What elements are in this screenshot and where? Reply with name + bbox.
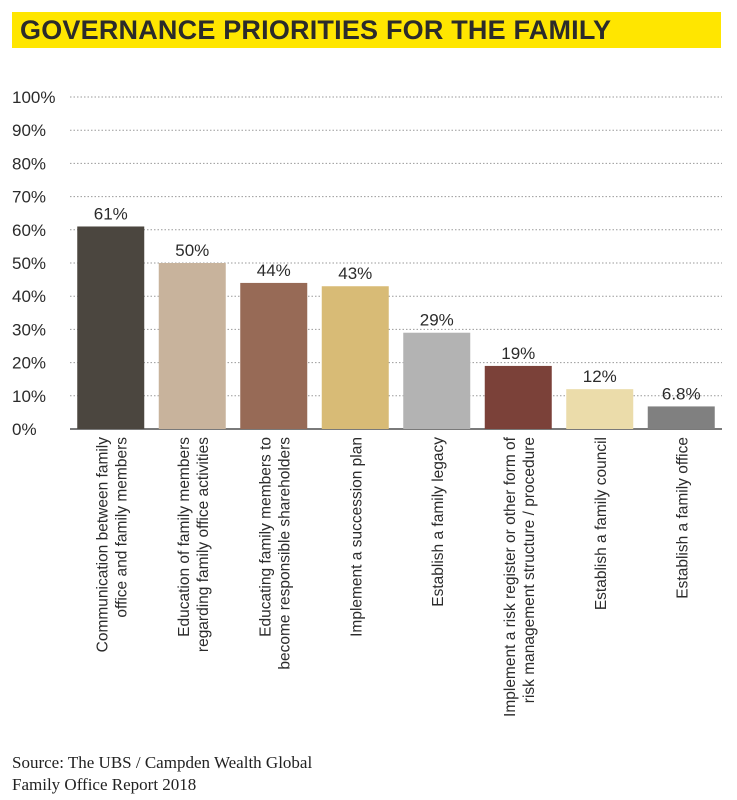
x-tick-label: Education of family members	[176, 437, 193, 637]
x-tick-label: Educating family members to	[257, 437, 274, 637]
x-axis-labels: Communication between family office and f…	[94, 436, 691, 717]
chart-title: GOVERNANCE PRIORITIES FOR THE FAMILY	[20, 15, 612, 45]
x-tick-label: risk management structure / procedure	[521, 437, 538, 703]
bar	[566, 389, 634, 429]
bar-chart: 0% 10% 20% 30% 40% 50% 60% 70% 80% 90% 100% 61% 50%…	[12, 88, 722, 717]
bar	[403, 332, 471, 429]
title-banner: GOVERNANCE PRIORITIES FOR THE FAMILY	[12, 12, 721, 48]
x-tick-label: Implement a risk register or other form …	[502, 436, 519, 717]
x-tick-label: Implement a succession plan	[348, 437, 365, 637]
x-tick-label: regarding family office activities	[195, 437, 212, 652]
y-tick-label: 20%	[12, 354, 46, 373]
y-tick-label: 30%	[12, 320, 46, 339]
bar	[240, 282, 308, 429]
data-label: 43%	[338, 264, 372, 283]
y-tick-label: 50%	[12, 254, 46, 273]
x-tick-label: become responsible shareholders	[276, 437, 293, 670]
bar	[321, 286, 389, 429]
y-tick-label: 100%	[12, 88, 55, 107]
y-tick-label: 40%	[12, 287, 46, 306]
y-tick-label: 10%	[12, 387, 46, 406]
x-tick-label: Establish a family office	[674, 437, 691, 599]
bar	[484, 365, 552, 429]
x-tick-label: Communication between family	[94, 437, 111, 653]
y-axis-ticks: 0% 10% 20% 30% 40% 50% 60% 70% 80% 90% 100%	[12, 88, 55, 439]
bar	[158, 263, 226, 429]
data-label: 44%	[257, 261, 291, 280]
x-tick-label: Establish a family council	[593, 437, 610, 610]
x-tick-label: Establish a family legacy	[430, 437, 447, 607]
data-label: 61%	[94, 204, 128, 223]
source-line-1: Source: The UBS / Campden Wealth Global	[12, 753, 313, 772]
source-note: Source: The UBS / Campden Wealth Global …	[12, 752, 312, 796]
source-line-2: Family Office Report 2018	[12, 775, 197, 794]
data-label: 12%	[583, 367, 617, 386]
bar	[647, 406, 715, 429]
y-tick-label: 70%	[12, 188, 46, 207]
x-tick-label: office and family members	[113, 437, 130, 618]
value-labels: 61% 50% 44% 43% 29% 19% 12% 6.8%	[94, 204, 701, 403]
data-label: 6.8%	[662, 384, 701, 403]
y-tick-label: 80%	[12, 154, 46, 173]
bar	[77, 226, 145, 429]
y-tick-label: 0%	[12, 420, 37, 439]
data-label: 29%	[420, 311, 454, 330]
y-tick-label: 90%	[12, 121, 46, 140]
data-label: 50%	[175, 241, 209, 260]
y-tick-label: 60%	[12, 221, 46, 240]
data-label: 19%	[501, 344, 535, 363]
bars	[77, 226, 715, 429]
